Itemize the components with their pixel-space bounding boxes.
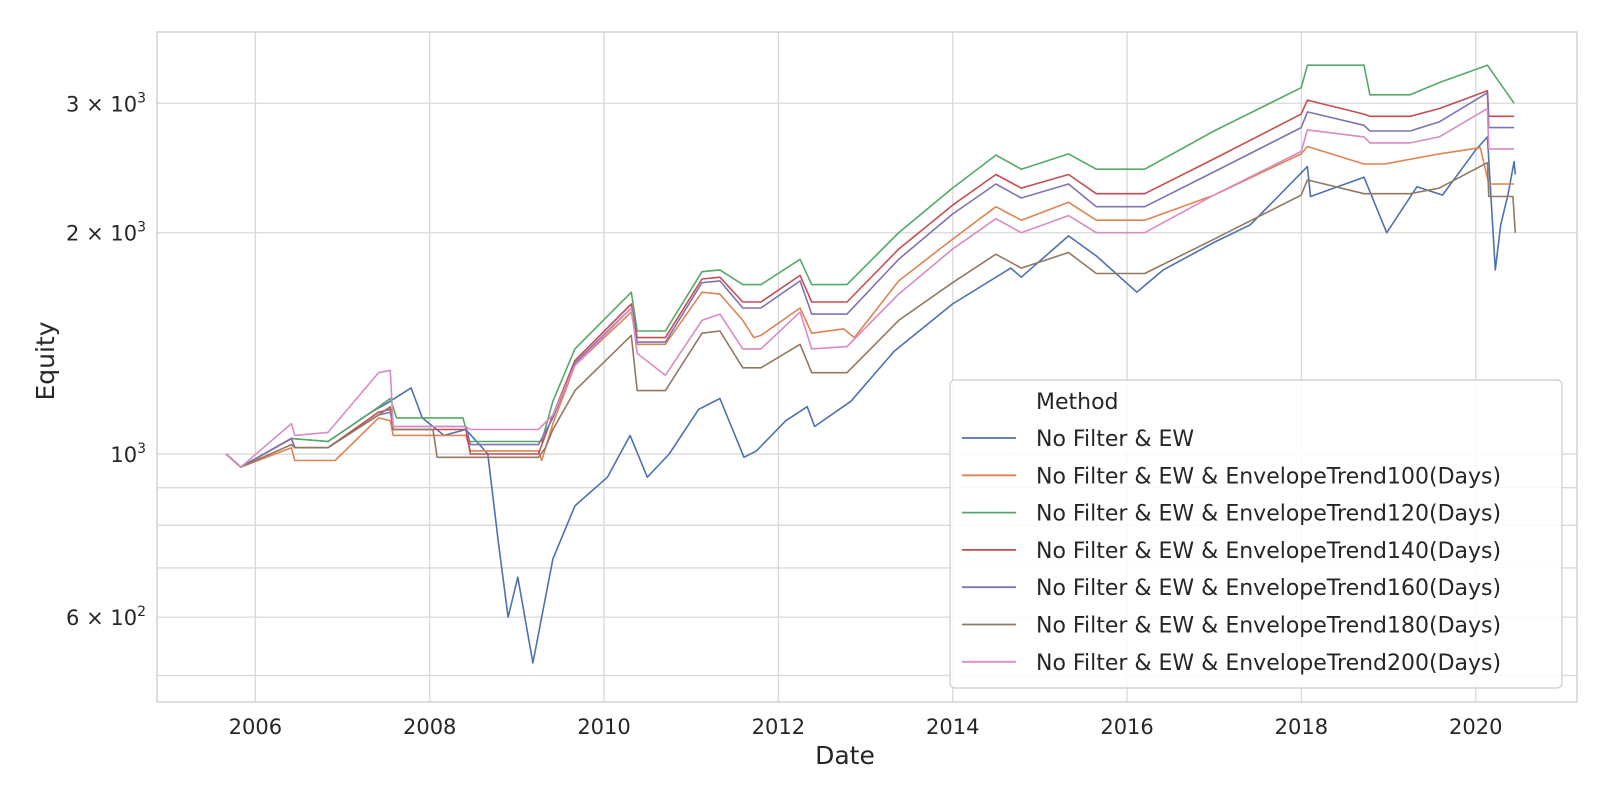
series-line-2 — [225, 64, 1515, 468]
x-tick-label: 2016 — [1100, 715, 1153, 739]
x-tick-label: 2014 — [926, 715, 979, 739]
x-tick-label: 2006 — [229, 715, 282, 739]
x-tick-label: 2008 — [403, 715, 456, 739]
legend-label: No Filter & EW & EnvelopeTrend120(Days) — [1036, 502, 1501, 527]
legend-label: No Filter & EW & EnvelopeTrend140(Days) — [1036, 539, 1501, 564]
plot-border — [156, 31, 1578, 703]
series-lines — [225, 64, 1517, 664]
legend: Method No Filter & EW No Filter & EW & Env… — [949, 379, 1563, 689]
y-tick-label: 2 × 103 — [66, 220, 146, 246]
plot-frame — [156, 31, 1578, 703]
legend-label: No Filter & EW & EnvelopeTrend100(Days) — [1036, 464, 1501, 489]
legend-label: No Filter & EW & EnvelopeTrend180(Days) — [1036, 614, 1501, 639]
x-tick-label: 2010 — [577, 715, 630, 739]
x-tick-label: 2012 — [752, 715, 805, 739]
y-tick-label: 6 × 102 — [66, 604, 146, 630]
x-tick-label: 2018 — [1275, 715, 1328, 739]
y-axis-title: Equity — [31, 321, 60, 400]
legend-box — [949, 379, 1563, 689]
y-tick-label: 3 × 103 — [66, 90, 146, 116]
legend-title: Method — [1036, 390, 1119, 415]
legend-label: No Filter & EW — [1036, 427, 1194, 452]
x-axis-title: Date — [815, 741, 875, 770]
series-line-6 — [225, 107, 1515, 468]
x-tick-label: 2020 — [1449, 715, 1502, 739]
legend-label: No Filter & EW & EnvelopeTrend160(Days) — [1036, 576, 1501, 601]
legend-label: No Filter & EW & EnvelopeTrend200(Days) — [1036, 651, 1501, 676]
series-line-1 — [225, 145, 1515, 468]
series-line-0 — [225, 136, 1517, 664]
